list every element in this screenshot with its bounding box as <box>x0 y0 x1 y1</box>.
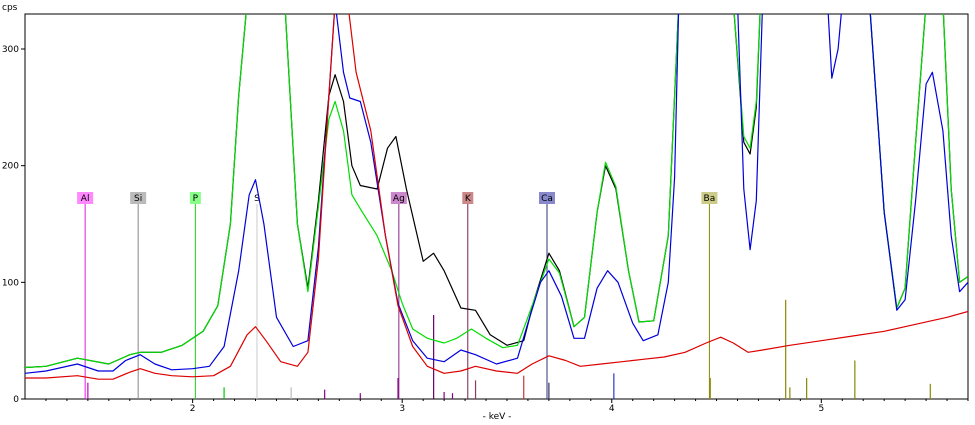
x-tick-label: 2 <box>190 404 196 414</box>
element-label: K <box>465 194 472 204</box>
x-tick-label: 5 <box>818 404 824 414</box>
y-axis-label: cps <box>2 3 18 13</box>
y-tick-label: 300 <box>2 45 19 55</box>
y-axis-ticks: 0 100 200 300 <box>2 45 25 405</box>
x-tick-label: 3 <box>399 404 405 414</box>
element-label: P <box>193 194 199 204</box>
element-label: Ba <box>704 194 716 204</box>
element-label: Al <box>81 194 90 204</box>
spectrum-series-line <box>25 14 968 369</box>
spectrum-series-line <box>25 14 968 380</box>
element-label: S <box>254 194 260 204</box>
element-label: Si <box>134 194 142 204</box>
element-markers-group: Al Si P S Ag K Ca Ba <box>77 192 718 399</box>
x-tick-label: 4 <box>609 404 615 414</box>
element-label-bg <box>539 192 556 204</box>
plot-frame <box>24 13 969 400</box>
y-tick-label: 100 <box>2 278 19 288</box>
x-axis-label: - keV - <box>483 412 512 422</box>
element-label-bg <box>390 192 407 204</box>
y-tick-label: 200 <box>2 162 19 172</box>
element-label: Ca <box>541 194 553 204</box>
element-label-bg <box>701 192 718 204</box>
series-group <box>25 14 968 380</box>
element-label-bg <box>251 192 263 204</box>
element-label-bg <box>77 192 94 204</box>
y-tick-label: 0 <box>13 395 19 405</box>
element-label: Ag <box>393 194 405 204</box>
element-label-bg <box>130 192 147 204</box>
spectrum-series-line <box>25 14 968 374</box>
marker-lines-group <box>87 299 931 399</box>
element-label-bg <box>462 192 474 204</box>
element-label-bg <box>189 192 201 204</box>
x-axis-ticks: 2 3 4 5 <box>45 399 969 414</box>
